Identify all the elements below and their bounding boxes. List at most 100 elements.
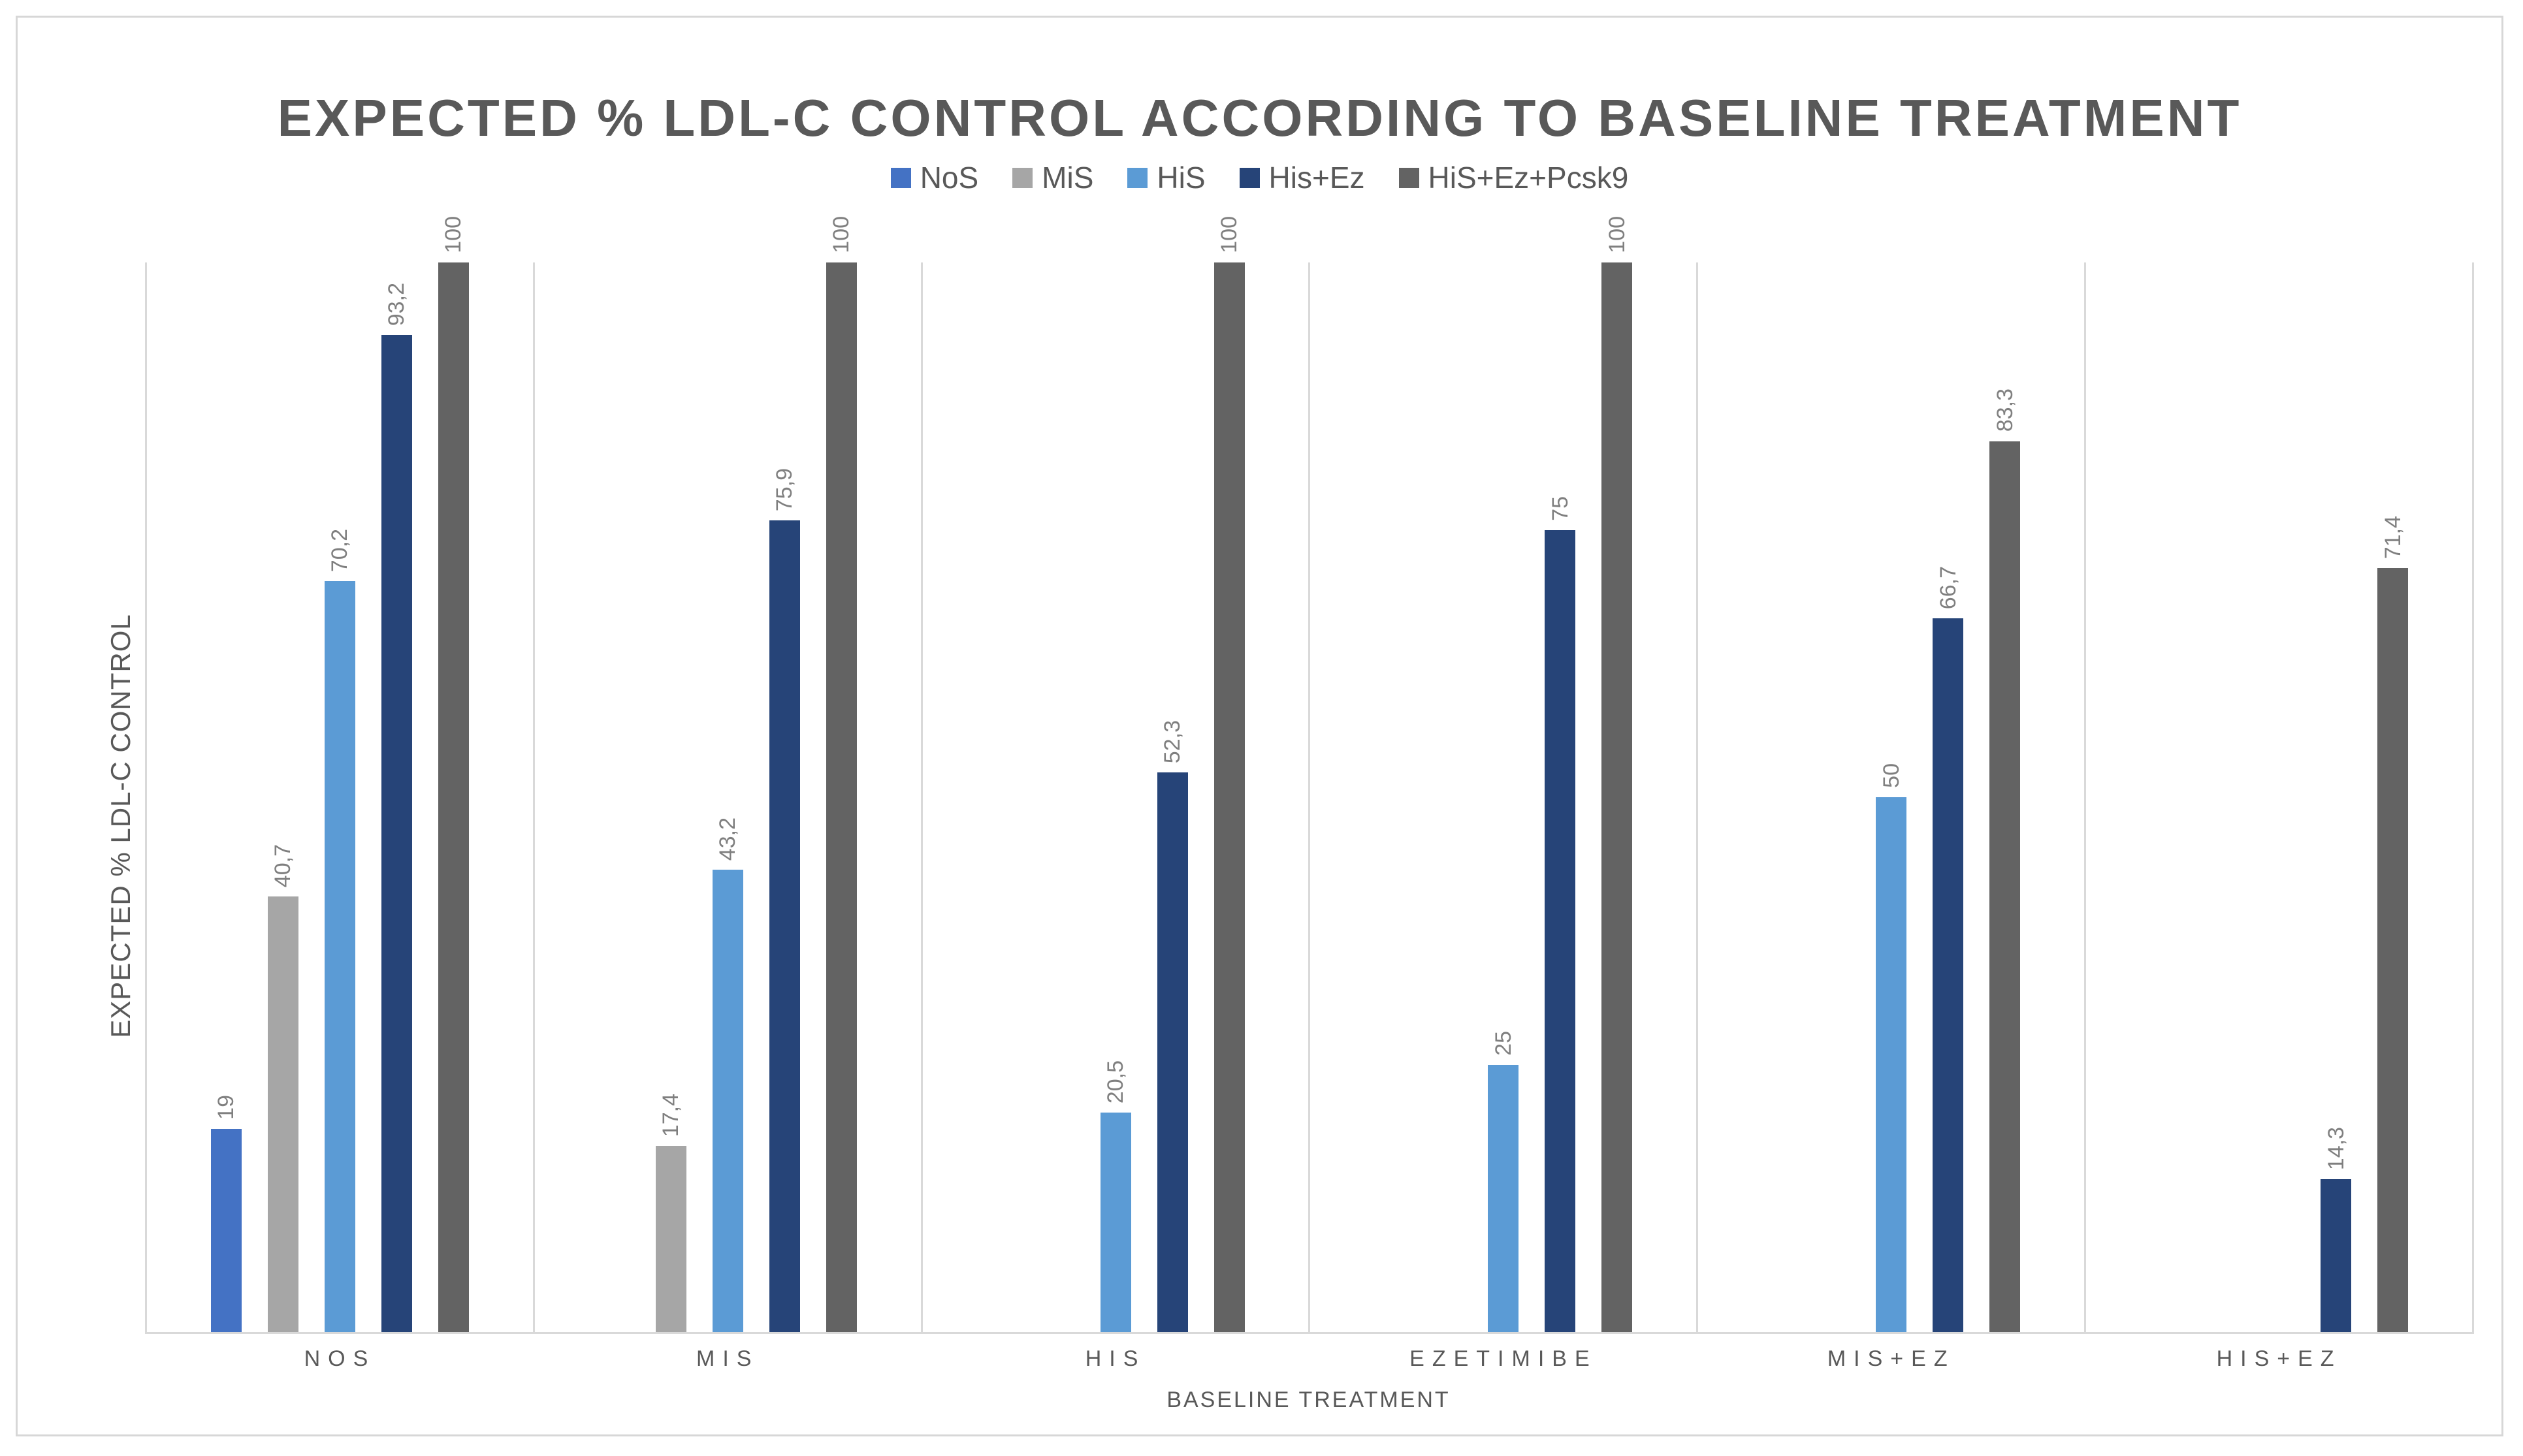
- bar-MiS-NOS: [267, 896, 298, 1332]
- category-group-MIS: 17,4 43,2 75,9 100 MIS: [532, 216, 921, 1371]
- legend-item-His+Ez: His+Ez: [1239, 160, 1365, 195]
- legend-item-HiS+Ez+Pcsk9: HiS+Ez+Pcsk9: [1398, 160, 1629, 195]
- bar-HiS-MIS+EZ: [1876, 797, 1907, 1332]
- bar-value-label: 40,7: [270, 844, 296, 888]
- bar-value-label: 75: [1547, 496, 1573, 521]
- bar-slot: [599, 262, 630, 1332]
- legend-swatch-icon: [1239, 167, 1260, 188]
- bar-value-label: 19: [214, 1094, 239, 1120]
- legend-swatch-icon: [1127, 167, 1148, 188]
- legend-swatch-icon: [1398, 167, 1419, 188]
- bar-slot: [1819, 262, 1850, 1332]
- bar-slot: 19: [210, 262, 242, 1332]
- category-group-EZETIMIBE: 25 75 100 EZETIMIBE: [1308, 216, 1696, 1371]
- x-axis-title: BASELINE TREATMENT: [1166, 1387, 1451, 1412]
- bar-HiS-HIS: [1100, 1113, 1131, 1332]
- bar-slot: [2150, 262, 2181, 1332]
- category-label-EZETIMIBE: EZETIMIBE: [1409, 1346, 1598, 1371]
- bar-NoS-NOS: [210, 1128, 242, 1332]
- bar-slot: 75,9: [769, 262, 800, 1332]
- bar-slot: 93,2: [381, 262, 412, 1332]
- bar-slot: 40,7: [267, 262, 298, 1332]
- bar-slot: 71,4: [2377, 262, 2409, 1332]
- category-label-MIS+EZ: MIS+EZ: [1827, 1346, 1955, 1371]
- bar-value-label: 100: [1604, 216, 1630, 253]
- bar-slot: [1374, 262, 1405, 1332]
- legend-item-NoS: NoS: [890, 160, 979, 195]
- bar-HiS-EZETIMIBE: [1488, 1064, 1519, 1332]
- legend-item-MiS: MiS: [1012, 160, 1093, 195]
- legend-label: HiS+Ez+Pcsk9: [1428, 161, 1629, 195]
- bar-slot: [1044, 262, 1074, 1332]
- bar-slot: 25: [1488, 262, 1519, 1332]
- category-label-NOS: NOS: [304, 1346, 376, 1371]
- legend-label: MiS: [1042, 161, 1094, 195]
- bar-value-label: 20,5: [1103, 1060, 1129, 1104]
- bar-value-label: 50: [1878, 763, 1904, 788]
- category-label-HIS+EZ: HIS+EZ: [2216, 1346, 2342, 1371]
- bar-slot: 70,2: [324, 262, 355, 1332]
- bar-slot: 66,7: [1933, 262, 1964, 1332]
- bar-slot: 20,5: [1100, 262, 1131, 1332]
- category-label-HIS: HIS: [1085, 1346, 1146, 1371]
- bar-HiS+Ez+Pcsk9-MIS+EZ: [1989, 441, 2021, 1332]
- bar-HiS+Ez+Pcsk9-NOS: [438, 262, 469, 1332]
- bar-HiS+Ez+Pcsk9-HIS+EZ: [2377, 568, 2409, 1332]
- bar-His+Ez-MIS: [769, 520, 800, 1332]
- bar-value-label: 93,2: [384, 283, 410, 326]
- y-axis-title: EXPECTED % LDL-C CONTROL: [105, 614, 136, 1038]
- bar-slot: 17,4: [655, 262, 686, 1332]
- bar-value-label: 83,3: [1992, 388, 2017, 432]
- category-group-NOS: 19 40,7 70,2 93,2 100 NOS: [145, 216, 533, 1371]
- legend: NoS MiS HiS His+Ez HiS+Ez+Pcsk9: [18, 160, 2501, 195]
- category-group-HIS+EZ: 14,3 71,4 HIS+EZ: [2084, 262, 2472, 1371]
- category-label-MIS: MIS: [696, 1346, 760, 1371]
- bar-slot: [987, 262, 1018, 1332]
- legend-swatch-icon: [890, 167, 911, 188]
- bar-His+Ez-HIS: [1157, 772, 1188, 1332]
- bar-slot: [1431, 262, 1462, 1332]
- chart-title: EXPECTED % LDL-C CONTROL ACCORDING TO BA…: [277, 89, 2242, 147]
- bar-value-label: 71,4: [2380, 516, 2405, 560]
- bar-His+Ez-MIS+EZ: [1933, 618, 1964, 1332]
- bar-value-label: 17,4: [658, 1093, 684, 1137]
- category-group-MIS+EZ: 50 66,7 83,3 MIS+EZ: [1696, 262, 2084, 1371]
- bar-value-label: 43,2: [715, 817, 741, 861]
- bar-value-label: 100: [1217, 216, 1242, 253]
- bar-slot: 100: [1601, 216, 1633, 1332]
- bar-slot: 14,3: [2321, 262, 2352, 1332]
- chart-frame: EXPECTED % LDL-C CONTROL ACCORDING TO BA…: [16, 16, 2503, 1436]
- bar-slot: 83,3: [1989, 262, 2021, 1332]
- plot-area: 19 40,7 70,2 93,2 100 NOS 17,4 43,2 75,9 100 MIS 20…: [145, 216, 2474, 1371]
- bar-His+Ez-EZETIMIBE: [1545, 530, 1576, 1332]
- legend-label: HiS: [1157, 161, 1206, 195]
- category-group-HIS: 20,5 52,3 100 HIS: [920, 216, 1309, 1371]
- bar-value-label: 52,3: [1160, 720, 1185, 764]
- bar-slot: 52,3: [1157, 262, 1188, 1332]
- bar-HiS+Ez+Pcsk9-MIS: [826, 262, 857, 1332]
- bar-slot: 100: [438, 216, 469, 1332]
- bar-MiS-MIS: [655, 1146, 686, 1332]
- bar-value-label: 25: [1490, 1030, 1516, 1056]
- bar-slot: 50: [1876, 262, 1907, 1332]
- legend-swatch-icon: [1012, 167, 1033, 188]
- bar-slot: [1762, 262, 1793, 1332]
- bar-slot: 100: [1213, 216, 1245, 1332]
- bar-value-label: 70,2: [327, 528, 353, 573]
- legend-item-HiS: HiS: [1127, 160, 1206, 195]
- legend-label: NoS: [920, 161, 979, 195]
- bar-His+Ez-NOS: [381, 335, 412, 1332]
- bar-value-label: 66,7: [1935, 566, 1961, 610]
- bar-slot: [2207, 262, 2238, 1332]
- legend-label: His+Ez: [1268, 161, 1365, 195]
- bar-His+Ez-HIS+EZ: [2321, 1179, 2352, 1332]
- bar-value-label: 100: [829, 216, 854, 253]
- bar-HiS+Ez+Pcsk9-HIS: [1213, 262, 1245, 1332]
- bar-slot: [2264, 262, 2294, 1332]
- bar-HiS-MIS: [712, 870, 743, 1332]
- bar-value-label: 75,9: [772, 467, 797, 511]
- bar-slot: 75: [1545, 262, 1576, 1332]
- bar-HiS-NOS: [324, 581, 355, 1332]
- bar-slot: 43,2: [712, 262, 743, 1332]
- bar-value-label: 14,3: [2323, 1126, 2349, 1170]
